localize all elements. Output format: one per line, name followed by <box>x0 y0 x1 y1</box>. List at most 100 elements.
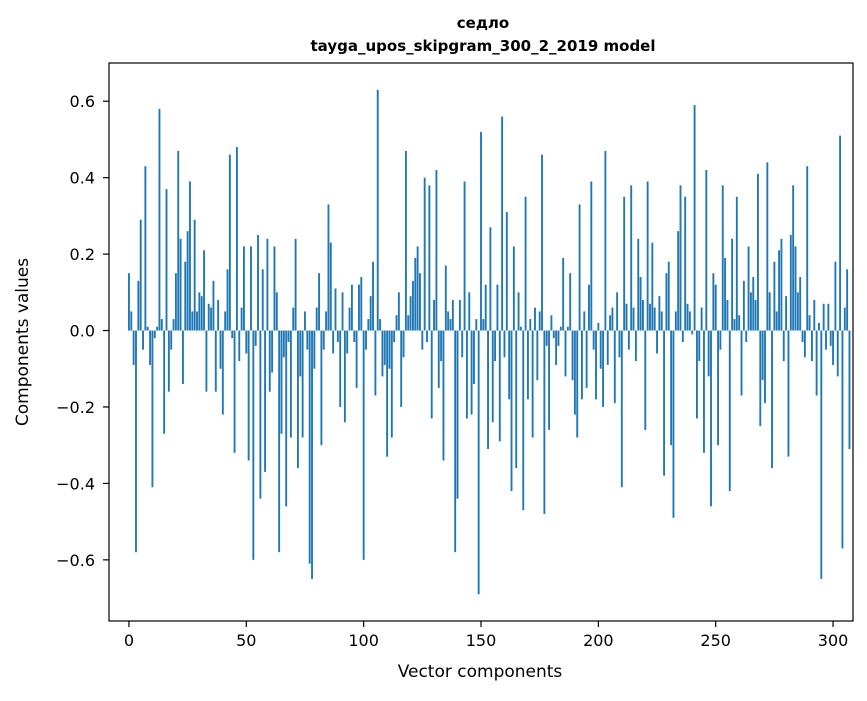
bar <box>810 330 813 362</box>
bar <box>595 330 597 400</box>
y-tick-label: 0.4 <box>70 169 95 188</box>
chart-title: седло <box>457 14 509 32</box>
bar <box>747 246 750 331</box>
bar <box>792 185 795 331</box>
bar <box>465 330 468 419</box>
bar <box>365 330 367 350</box>
bar <box>630 185 633 331</box>
bar <box>571 330 574 381</box>
bar <box>588 284 590 331</box>
bar <box>529 319 532 331</box>
bar <box>745 330 748 342</box>
bar <box>475 319 478 331</box>
bar <box>470 330 473 415</box>
bar <box>573 330 576 415</box>
bar <box>604 150 607 331</box>
bars-layer <box>128 89 851 595</box>
bar <box>224 311 227 331</box>
bar <box>733 319 736 331</box>
bar <box>796 292 799 331</box>
bar <box>296 330 299 469</box>
bar <box>362 330 365 560</box>
y-tick-label: 0.2 <box>70 245 95 264</box>
bar <box>149 330 152 365</box>
bar <box>196 311 198 331</box>
bar <box>275 292 278 331</box>
bar <box>233 330 236 453</box>
bar <box>695 330 698 419</box>
bar <box>766 162 769 331</box>
bar <box>799 277 802 331</box>
bar <box>773 261 776 331</box>
bar <box>261 269 264 331</box>
bar <box>292 307 295 331</box>
bar <box>137 280 140 331</box>
bar <box>613 330 616 404</box>
bar <box>543 330 546 514</box>
bar <box>135 330 137 553</box>
bar <box>458 299 461 331</box>
bar <box>787 330 790 457</box>
bar <box>130 311 133 331</box>
bar <box>536 330 539 381</box>
bar <box>771 330 773 469</box>
bar <box>463 181 466 331</box>
bar <box>768 292 771 331</box>
bar <box>576 330 579 438</box>
bar <box>210 307 213 331</box>
bar <box>632 307 635 331</box>
bar <box>243 246 245 331</box>
bar <box>752 277 755 331</box>
bar <box>235 147 238 331</box>
bar <box>228 154 231 331</box>
bar <box>656 330 658 354</box>
bar <box>764 330 766 404</box>
bar <box>634 330 637 362</box>
bar <box>306 330 309 350</box>
bar <box>534 307 536 331</box>
bar <box>400 330 403 407</box>
bar <box>383 330 386 365</box>
bar <box>294 238 297 331</box>
bar <box>350 284 353 331</box>
y-tick-label: −0.4 <box>56 474 95 493</box>
bar <box>271 330 274 373</box>
plot-frame <box>108 62 854 622</box>
bar <box>545 330 548 346</box>
bar <box>667 261 670 331</box>
bar <box>679 185 682 331</box>
bar <box>299 330 302 377</box>
bar <box>620 330 623 488</box>
bar <box>822 303 825 331</box>
bar <box>240 307 243 331</box>
bar <box>181 330 184 385</box>
bar <box>189 181 191 331</box>
bar <box>212 280 215 331</box>
bar <box>186 231 189 331</box>
bar <box>226 269 229 331</box>
bar <box>754 299 757 331</box>
bar <box>144 166 147 331</box>
bar <box>247 330 250 461</box>
bar <box>214 330 217 392</box>
bar <box>404 150 407 331</box>
bar <box>158 108 161 331</box>
bar <box>259 330 262 499</box>
bar <box>231 330 234 339</box>
bar <box>421 330 424 350</box>
bar <box>334 288 337 331</box>
bar <box>639 277 642 331</box>
bar <box>285 330 288 507</box>
bar <box>477 330 480 595</box>
bar <box>663 330 666 476</box>
bar <box>393 330 396 342</box>
bar <box>742 280 745 331</box>
bar <box>322 330 325 350</box>
bar <box>501 116 504 331</box>
bar <box>775 311 778 331</box>
bar <box>360 277 363 331</box>
bar <box>672 330 675 518</box>
bar <box>336 330 339 342</box>
bar <box>808 315 811 331</box>
y-tick-label: 0.6 <box>70 92 95 111</box>
